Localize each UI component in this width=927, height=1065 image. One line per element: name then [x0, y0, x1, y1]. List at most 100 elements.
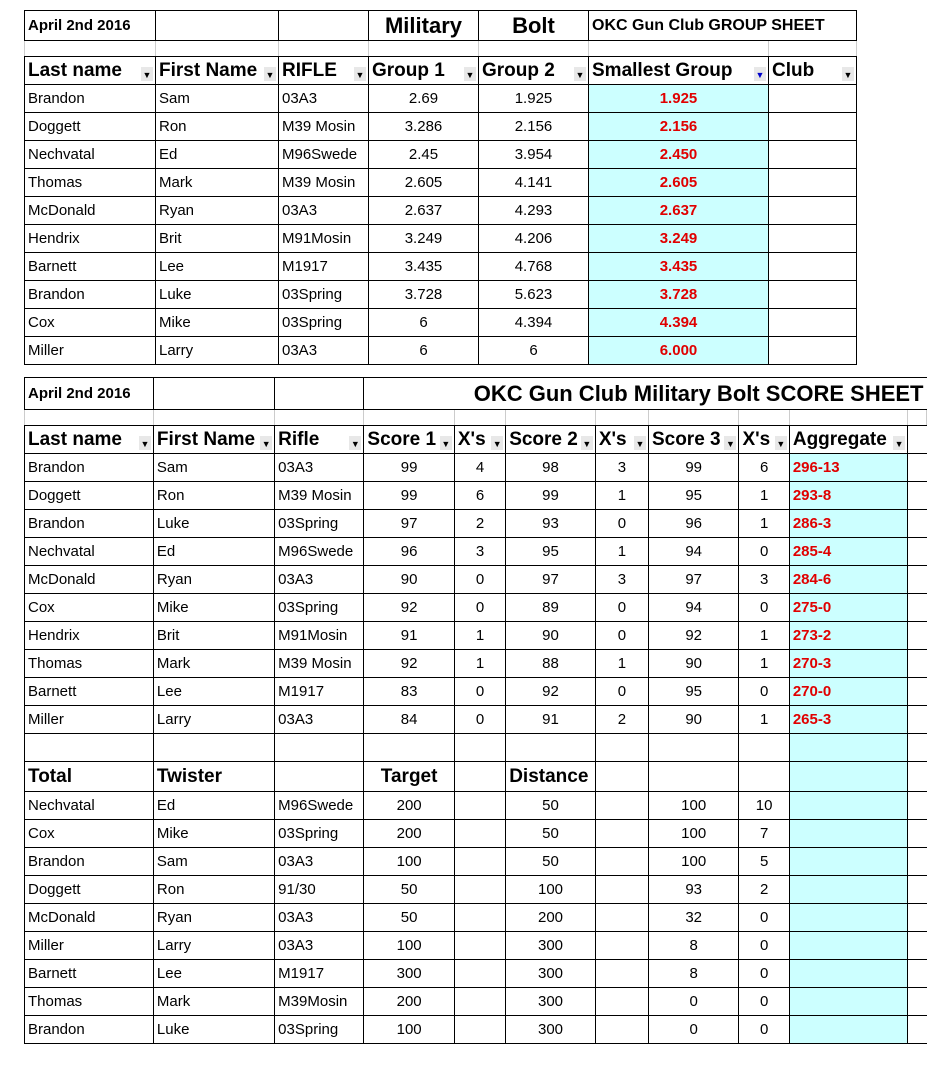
- cell-last-name[interactable]: Brandon: [24, 1015, 154, 1044]
- cell-score-1[interactable]: 200: [363, 819, 455, 848]
- cell-x-s[interactable]: 0: [594, 593, 649, 622]
- cell-x-s[interactable]: 6: [738, 453, 790, 482]
- cell-last-name[interactable]: McDonald: [24, 903, 154, 932]
- cell-aggregate[interactable]: [788, 875, 909, 904]
- cell-group-1[interactable]: 2.45: [368, 140, 479, 169]
- cell-rifle[interactable]: 03Spring: [274, 593, 365, 622]
- cell-x-s[interactable]: 0: [738, 593, 790, 622]
- cell-rifle[interactable]: M91Mosin: [278, 224, 369, 253]
- cell-score-1[interactable]: 300: [363, 959, 455, 988]
- cell-rifle[interactable]: 03A3: [274, 903, 365, 932]
- cell-x-s[interactable]: [453, 819, 507, 848]
- cell-rifle[interactable]: 03A3: [274, 705, 365, 734]
- cell-club[interactable]: [768, 252, 857, 281]
- cell-aggregate[interactable]: 270-3: [788, 649, 909, 678]
- cell-group-2[interactable]: 4.394: [478, 308, 589, 337]
- cell-score-2[interactable]: 50: [505, 791, 596, 820]
- cell-group-2[interactable]: 4.293: [478, 196, 589, 225]
- cell-x-s[interactable]: 1: [453, 649, 507, 678]
- cell-score-2[interactable]: 90: [505, 621, 596, 650]
- cell-score-2[interactable]: 99: [505, 481, 596, 510]
- cell-x-s[interactable]: 0: [453, 565, 507, 594]
- cell-score-3[interactable]: 90: [647, 649, 740, 678]
- cell-x-s[interactable]: 1: [738, 509, 790, 538]
- cell-club[interactable]: [768, 168, 857, 197]
- cell-group-2[interactable]: 2.156: [478, 112, 589, 141]
- cell-first-name[interactable]: Luke: [152, 509, 276, 538]
- cell-x-s[interactable]: [453, 903, 507, 932]
- cell-last-name[interactable]: Cox: [24, 593, 154, 622]
- cell-first-name[interactable]: Brit: [155, 224, 279, 253]
- cell-club[interactable]: [768, 336, 857, 365]
- cell-aggregate[interactable]: [788, 903, 909, 932]
- cell-x-s[interactable]: 1: [738, 621, 790, 650]
- cell-rifle[interactable]: 03Spring: [274, 819, 365, 848]
- cell-rifle[interactable]: M96Swede: [274, 537, 365, 566]
- cell-x-s[interactable]: [594, 959, 649, 988]
- filter-dropdown-icon[interactable]: ▼: [893, 436, 906, 450]
- cell-smallest-group[interactable]: 2.605: [588, 168, 769, 197]
- cell-last-name[interactable]: Miller: [24, 705, 154, 734]
- cell-first-name[interactable]: Lee: [152, 677, 276, 706]
- cell-score-1[interactable]: 100: [363, 847, 455, 876]
- cell-score-1[interactable]: 83: [363, 677, 455, 706]
- cell-score-2[interactable]: 300: [505, 931, 596, 960]
- cell-x-s[interactable]: 0: [738, 677, 790, 706]
- cell-x-s[interactable]: 5: [738, 847, 790, 876]
- cell-score-1[interactable]: 200: [363, 791, 455, 820]
- cell-last-name[interactable]: Brandon: [24, 847, 154, 876]
- cell-x-s[interactable]: [594, 1015, 649, 1044]
- cell-score-1[interactable]: 99: [363, 481, 455, 510]
- cell-x-s[interactable]: [594, 987, 649, 1016]
- cell-smallest-group[interactable]: 3.435: [588, 252, 769, 281]
- cell-first-name[interactable]: Ron: [152, 875, 276, 904]
- cell-last-name[interactable]: Hendrix: [24, 621, 154, 650]
- cell-score-1[interactable]: 100: [363, 931, 455, 960]
- cell-group-1[interactable]: 3.249: [368, 224, 479, 253]
- cell-last-name[interactable]: Brandon: [24, 84, 156, 113]
- cell-score-2[interactable]: 88: [505, 649, 596, 678]
- cell-rifle[interactable]: M96Swede: [274, 791, 365, 820]
- cell-last-name[interactable]: Doggett: [24, 112, 156, 141]
- cell-score-3[interactable]: 99: [647, 453, 740, 482]
- cell-rifle[interactable]: 91/30: [274, 875, 365, 904]
- cell-score-1[interactable]: 97: [363, 509, 455, 538]
- cell-score-2[interactable]: 300: [505, 987, 596, 1016]
- cell-x-s[interactable]: [453, 875, 507, 904]
- cell-last-name[interactable]: Doggett: [24, 481, 154, 510]
- cell-x-s[interactable]: 3: [594, 565, 649, 594]
- cell-score-2[interactable]: 50: [505, 819, 596, 848]
- cell-x-s[interactable]: 2: [738, 875, 790, 904]
- cell-x-s[interactable]: 3: [453, 537, 507, 566]
- cell-aggregate[interactable]: 285-4: [788, 537, 909, 566]
- cell-aggregate[interactable]: 296-13: [788, 453, 909, 482]
- cell-rifle[interactable]: 03Spring: [278, 280, 369, 309]
- cell-rifle[interactable]: 03Spring: [278, 308, 369, 337]
- cell-score-2[interactable]: 300: [505, 959, 596, 988]
- cell-x-s[interactable]: 1: [738, 481, 790, 510]
- cell-score-1[interactable]: 91: [363, 621, 455, 650]
- cell-score-2[interactable]: 89: [505, 593, 596, 622]
- cell-rifle[interactable]: 03A3: [278, 196, 369, 225]
- cell-score-3[interactable]: 100: [647, 847, 740, 876]
- cell-x-s[interactable]: 0: [453, 677, 507, 706]
- cell-club[interactable]: [768, 280, 857, 309]
- cell-first-name[interactable]: Larry: [155, 336, 279, 365]
- cell-x-s[interactable]: [594, 875, 649, 904]
- cell-rifle[interactable]: M96Swede: [278, 140, 369, 169]
- cell-x-s[interactable]: 7: [738, 819, 790, 848]
- cell-last-name[interactable]: McDonald: [24, 196, 156, 225]
- cell-club[interactable]: [768, 308, 857, 337]
- cell-first-name[interactable]: Sam: [155, 84, 279, 113]
- cell-score-3[interactable]: 95: [647, 677, 740, 706]
- cell-x-s[interactable]: 3: [594, 453, 649, 482]
- cell-first-name[interactable]: Lee: [155, 252, 279, 281]
- cell-aggregate[interactable]: 265-3: [788, 705, 909, 734]
- cell-first-name[interactable]: Mark: [152, 649, 276, 678]
- cell-smallest-group[interactable]: 3.728: [588, 280, 769, 309]
- cell-group-2[interactable]: 1.925: [478, 84, 589, 113]
- cell-score-3[interactable]: 95: [647, 481, 740, 510]
- cell-group-1[interactable]: 2.605: [368, 168, 479, 197]
- cell-group-1[interactable]: 2.69: [368, 84, 479, 113]
- cell-score-3[interactable]: 0: [647, 987, 740, 1016]
